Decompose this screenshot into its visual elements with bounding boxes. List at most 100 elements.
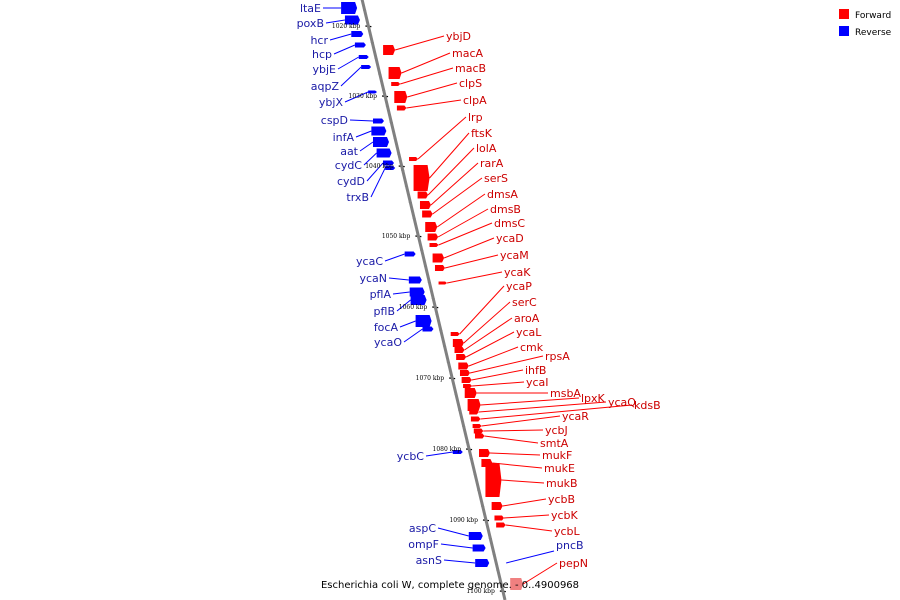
leader-clpS <box>407 82 458 98</box>
leader-ycbB <box>502 498 547 507</box>
gene-label-trxB: trxB <box>346 191 369 204</box>
gene-feature-msbA <box>464 388 477 398</box>
gene-label-macB: macB <box>455 62 486 75</box>
gene-feature-ycaD <box>432 253 445 263</box>
leader-cydC <box>363 152 377 166</box>
gene-feature-ycaM <box>434 265 445 271</box>
gene-feature-hcr <box>351 31 364 37</box>
gene-feature-ycbB <box>491 502 503 510</box>
gene-feature-serC <box>452 339 464 347</box>
gene-feature-pncB <box>480 561 490 565</box>
leader-pflA <box>392 291 410 295</box>
leader-infA <box>355 130 372 138</box>
leader-asnS <box>443 559 476 564</box>
gene-feature-ycaO <box>422 326 434 332</box>
gene-feature-dmsB <box>427 233 439 241</box>
gene-feature-ftsK <box>413 165 430 191</box>
gene-feature-pflB <box>410 295 427 305</box>
gene-feature-lolA <box>417 191 429 199</box>
legend: Forward Reverse <box>839 9 892 38</box>
gene-label-lolA: lolA <box>476 142 497 155</box>
leader-cmk <box>468 346 519 367</box>
leader-mukF <box>489 452 541 456</box>
gene-label-ycbC: ycbC <box>397 450 425 463</box>
leader-pepN <box>522 562 558 585</box>
gene-label-ycaP: ycaP <box>506 280 532 293</box>
kbp-label: 1050 kbp <box>382 233 411 240</box>
gene-feature-ycaR <box>472 424 482 428</box>
gene-label-dmsB: dmsB <box>490 203 521 216</box>
leader-lpxK <box>480 397 580 406</box>
leader-ycbJ <box>483 429 544 432</box>
gene-feature-ybjX <box>368 90 378 94</box>
leader-ybjD <box>394 35 445 51</box>
gene-label-smtA: smtA <box>540 437 569 450</box>
leader-dmsA <box>436 193 486 228</box>
gene-label-rpsA: rpsA <box>545 350 570 363</box>
leader-poxB <box>325 19 346 24</box>
gene-feature-ycaL <box>456 354 467 360</box>
gene-label-macA: macA <box>452 47 484 60</box>
gene-feature-trxB <box>385 166 396 170</box>
gene-label-mukB: mukB <box>546 477 578 490</box>
gene-feature-serS <box>422 210 433 218</box>
gene-feature-ycbK <box>494 515 504 521</box>
gene-label-hcr: hcr <box>310 34 328 47</box>
gene-features <box>341 2 524 590</box>
gene-feature-ycaN <box>408 276 422 284</box>
gene-label-msbA: msbA <box>550 387 581 400</box>
leader-smtA <box>484 435 539 444</box>
gene-label-ycaL: ycaL <box>516 326 542 339</box>
gene-label-ltaE: ltaE <box>300 2 321 15</box>
gene-feature-ycbL <box>496 522 506 528</box>
leader-ycaC <box>384 253 405 262</box>
gene-feature-pflA <box>409 287 425 297</box>
leader-mukB <box>501 479 545 484</box>
leader-hcr <box>329 33 352 41</box>
gene-feature-lrp <box>409 157 419 161</box>
leader-ihfB <box>471 369 524 381</box>
leader-ybjE <box>337 56 360 70</box>
leader-ycaM <box>444 254 499 269</box>
kbp-label: 1070 kbp <box>416 375 445 382</box>
gene-feature-aqpZ <box>361 65 372 69</box>
leader-ybjX <box>344 91 369 103</box>
gene-label-mukE: mukE <box>544 462 575 475</box>
leader-clpA <box>406 99 462 109</box>
kbp-label: 1080 kbp <box>433 446 462 453</box>
leader-cspD <box>349 119 374 122</box>
leader-serS <box>432 177 483 215</box>
gene-label-kdsB: kdsB <box>634 399 661 412</box>
gene-label-cydC: cydC <box>335 159 363 172</box>
gene-feature-clpS <box>394 91 408 103</box>
gene-label-ycaM: ycaM <box>500 249 529 262</box>
gene-feature-macB <box>391 82 401 86</box>
gene-label-infA: infA <box>333 131 355 144</box>
gene-feature-cspD <box>372 118 384 124</box>
kbp-label: 1090 kbp <box>449 517 478 524</box>
gene-feature-smtA <box>474 433 485 439</box>
gene-label-dmsC: dmsC <box>494 217 525 230</box>
leader-ycaR <box>481 415 561 427</box>
gene-feature-ycaP <box>450 332 460 336</box>
leader-ycaD <box>443 237 495 259</box>
leader-pflB <box>396 299 411 312</box>
gene-label-aspC: aspC <box>409 522 436 535</box>
gene-feature-mukB <box>485 463 502 497</box>
leader-ycaP <box>459 285 505 335</box>
gene-label-clpS: clpS <box>459 77 482 90</box>
gene-feature-hcp <box>354 42 366 48</box>
gene-feature-ycaK <box>438 281 448 285</box>
gene-label-ycbL: ycbL <box>554 525 581 538</box>
gene-label-ybjE: ybjE <box>313 63 337 76</box>
gene-label-ycbK: ycbK <box>551 509 579 522</box>
gene-label-mukF: mukF <box>542 449 572 462</box>
leader-ycaI <box>472 381 525 387</box>
gene-label-aroA: aroA <box>514 312 540 325</box>
kbp-label: 1020 kbp <box>332 23 361 30</box>
leader-serC <box>463 301 511 344</box>
kbp-label: 1030 kbp <box>349 93 378 100</box>
gene-label-ompF: ompF <box>408 538 439 551</box>
gene-feature-aat <box>372 137 389 147</box>
gene-label-ycaK: ycaK <box>504 266 531 279</box>
